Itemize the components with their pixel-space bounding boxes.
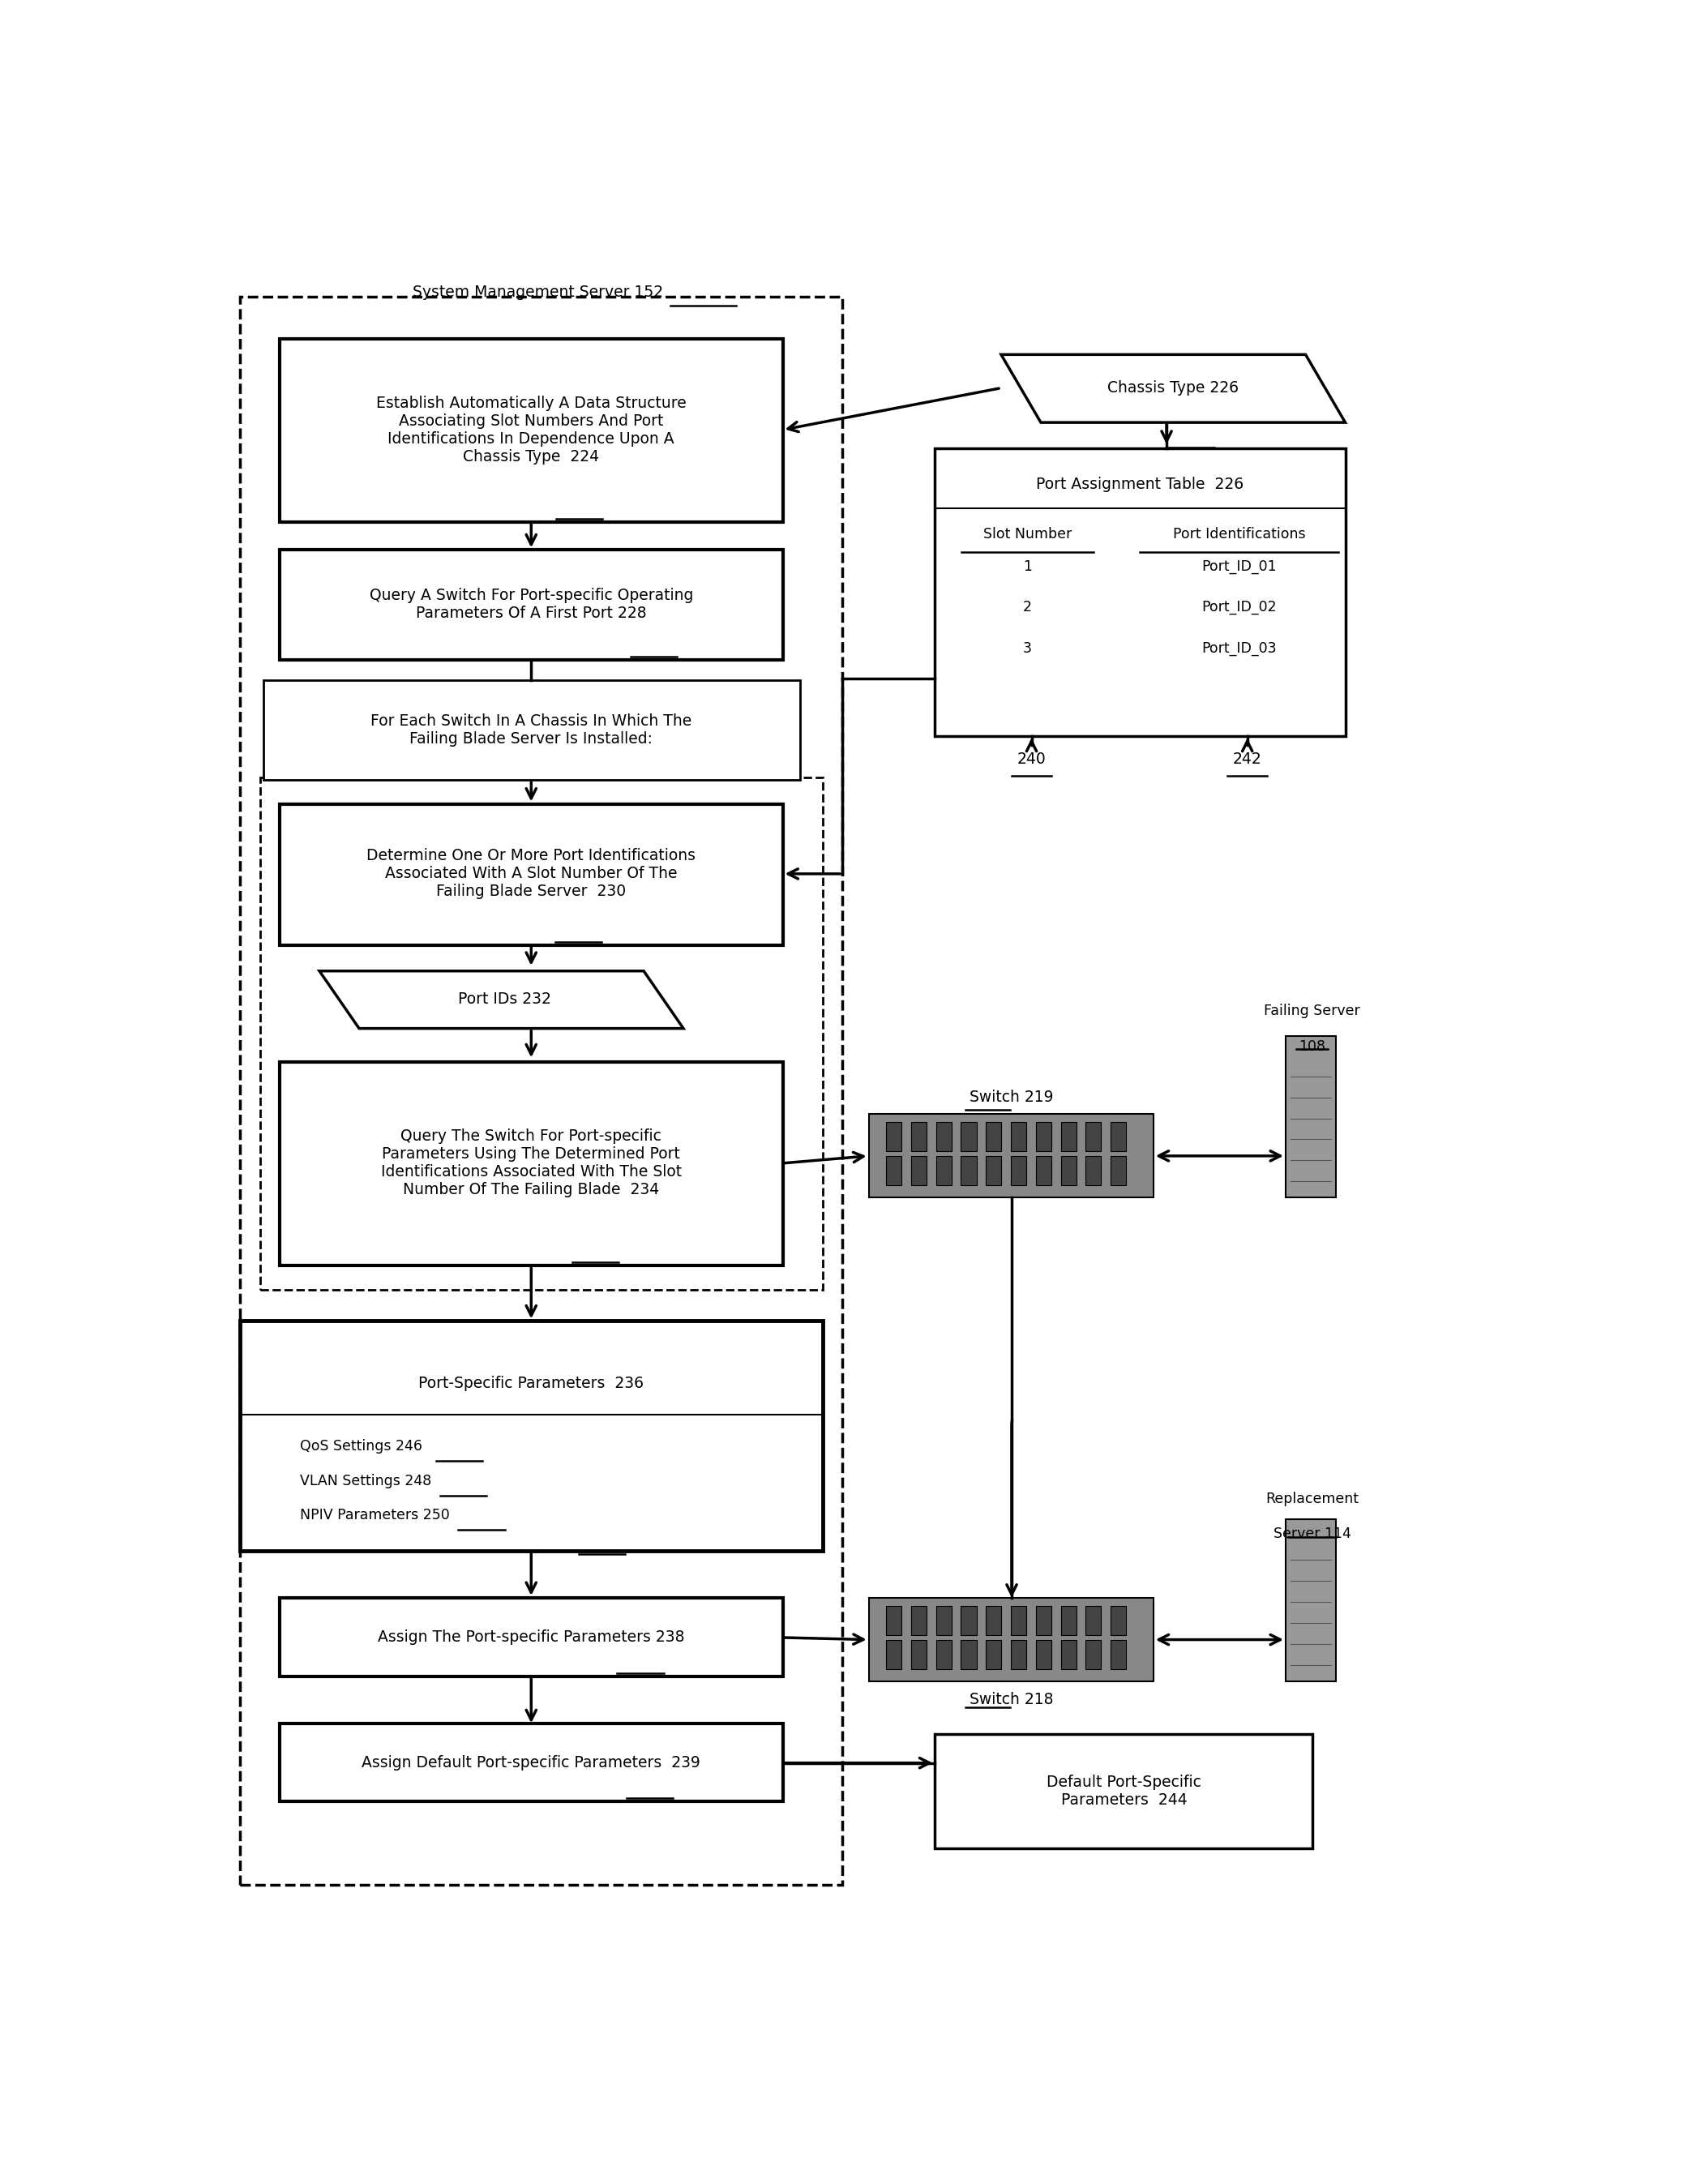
Text: Determine One Or More Port Identifications
Associated With A Slot Number Of The
: Determine One Or More Port Identificatio… xyxy=(367,849,695,899)
Polygon shape xyxy=(319,970,683,1029)
Text: System Management Server 152: System Management Server 152 xyxy=(413,284,663,300)
FancyBboxPatch shape xyxy=(1011,1122,1027,1151)
FancyBboxPatch shape xyxy=(280,549,782,660)
FancyBboxPatch shape xyxy=(962,1639,977,1669)
FancyBboxPatch shape xyxy=(962,1155,977,1185)
Text: 108: 108 xyxy=(1298,1040,1325,1053)
FancyBboxPatch shape xyxy=(1086,1155,1102,1185)
FancyBboxPatch shape xyxy=(1110,1155,1126,1185)
FancyBboxPatch shape xyxy=(1011,1155,1027,1185)
FancyBboxPatch shape xyxy=(280,803,782,944)
FancyBboxPatch shape xyxy=(936,1607,951,1635)
FancyBboxPatch shape xyxy=(1286,1520,1336,1680)
FancyBboxPatch shape xyxy=(1061,1607,1076,1635)
FancyBboxPatch shape xyxy=(986,1607,1001,1635)
FancyBboxPatch shape xyxy=(1061,1155,1076,1185)
Text: 3: 3 xyxy=(1023,640,1032,656)
FancyBboxPatch shape xyxy=(936,1639,951,1669)
FancyBboxPatch shape xyxy=(886,1639,902,1669)
FancyBboxPatch shape xyxy=(280,339,782,521)
FancyBboxPatch shape xyxy=(1035,1122,1052,1151)
FancyBboxPatch shape xyxy=(936,1122,951,1151)
FancyBboxPatch shape xyxy=(910,1155,927,1185)
FancyBboxPatch shape xyxy=(1011,1607,1027,1635)
Text: Establish Automatically A Data Structure
Associating Slot Numbers And Port
Ident: Establish Automatically A Data Structure… xyxy=(376,395,687,465)
FancyBboxPatch shape xyxy=(962,1122,977,1151)
FancyBboxPatch shape xyxy=(986,1122,1001,1151)
Text: Chassis Type 226: Chassis Type 226 xyxy=(1107,380,1238,395)
Text: Port-Specific Parameters  236: Port-Specific Parameters 236 xyxy=(418,1376,644,1392)
Text: 242: 242 xyxy=(1233,751,1262,766)
Text: NPIV Parameters 250: NPIV Parameters 250 xyxy=(299,1509,449,1522)
Text: Assign The Port-specific Parameters 238: Assign The Port-specific Parameters 238 xyxy=(377,1630,685,1646)
Text: QoS Settings 246: QoS Settings 246 xyxy=(299,1439,422,1455)
FancyBboxPatch shape xyxy=(910,1122,927,1151)
FancyBboxPatch shape xyxy=(280,1598,782,1676)
Text: Port_ID_03: Port_ID_03 xyxy=(1202,640,1278,656)
Text: Switch 219: Switch 219 xyxy=(970,1090,1054,1105)
FancyBboxPatch shape xyxy=(1035,1607,1052,1635)
FancyBboxPatch shape xyxy=(1086,1122,1102,1151)
FancyBboxPatch shape xyxy=(1035,1639,1052,1669)
FancyBboxPatch shape xyxy=(869,1114,1153,1198)
Text: Replacement: Replacement xyxy=(1266,1491,1360,1507)
FancyBboxPatch shape xyxy=(1086,1607,1102,1635)
FancyBboxPatch shape xyxy=(934,1735,1312,1848)
FancyBboxPatch shape xyxy=(934,449,1346,736)
FancyBboxPatch shape xyxy=(1286,1036,1336,1198)
Text: 240: 240 xyxy=(1016,751,1045,766)
Text: Port Identifications: Port Identifications xyxy=(1173,528,1305,541)
FancyBboxPatch shape xyxy=(910,1639,927,1669)
FancyBboxPatch shape xyxy=(280,1724,782,1802)
FancyBboxPatch shape xyxy=(280,1062,782,1266)
FancyBboxPatch shape xyxy=(936,1155,951,1185)
Text: Failing Server: Failing Server xyxy=(1264,1003,1360,1018)
FancyBboxPatch shape xyxy=(1035,1155,1052,1185)
FancyBboxPatch shape xyxy=(986,1155,1001,1185)
FancyBboxPatch shape xyxy=(886,1122,902,1151)
FancyBboxPatch shape xyxy=(1061,1122,1076,1151)
FancyBboxPatch shape xyxy=(1110,1607,1126,1635)
Text: Slot Number: Slot Number xyxy=(984,528,1073,541)
Text: Query The Switch For Port-specific
Parameters Using The Determined Port
Identifi: Query The Switch For Port-specific Param… xyxy=(381,1129,681,1198)
FancyBboxPatch shape xyxy=(962,1607,977,1635)
Text: Default Port-Specific
Parameters  244: Default Port-Specific Parameters 244 xyxy=(1047,1774,1201,1808)
Text: Query A Switch For Port-specific Operating
Parameters Of A First Port 228: Query A Switch For Port-specific Operati… xyxy=(369,588,693,621)
Text: VLAN Settings 248: VLAN Settings 248 xyxy=(299,1474,430,1487)
Text: 1: 1 xyxy=(1023,560,1032,573)
FancyBboxPatch shape xyxy=(1110,1639,1126,1669)
Text: Switch 218: Switch 218 xyxy=(970,1691,1054,1706)
FancyBboxPatch shape xyxy=(1110,1122,1126,1151)
FancyBboxPatch shape xyxy=(263,680,799,779)
FancyBboxPatch shape xyxy=(886,1607,902,1635)
FancyBboxPatch shape xyxy=(869,1598,1153,1680)
Text: Port Assignment Table  226: Port Assignment Table 226 xyxy=(1037,475,1243,493)
Polygon shape xyxy=(1001,354,1346,423)
FancyBboxPatch shape xyxy=(886,1155,902,1185)
FancyBboxPatch shape xyxy=(1086,1639,1102,1669)
Text: Server 114: Server 114 xyxy=(1272,1526,1351,1541)
FancyBboxPatch shape xyxy=(239,1320,823,1550)
FancyBboxPatch shape xyxy=(1011,1639,1027,1669)
FancyBboxPatch shape xyxy=(1061,1639,1076,1669)
Text: 2: 2 xyxy=(1023,599,1032,614)
FancyBboxPatch shape xyxy=(986,1639,1001,1669)
Text: Port_ID_01: Port_ID_01 xyxy=(1202,560,1278,573)
Text: For Each Switch In A Chassis In Which The
Failing Blade Server Is Installed:: For Each Switch In A Chassis In Which Th… xyxy=(371,712,692,747)
Text: Port_ID_02: Port_ID_02 xyxy=(1202,599,1278,614)
FancyBboxPatch shape xyxy=(910,1607,927,1635)
Text: Assign Default Port-specific Parameters  239: Assign Default Port-specific Parameters … xyxy=(362,1754,700,1772)
Text: Port IDs 232: Port IDs 232 xyxy=(458,992,552,1007)
